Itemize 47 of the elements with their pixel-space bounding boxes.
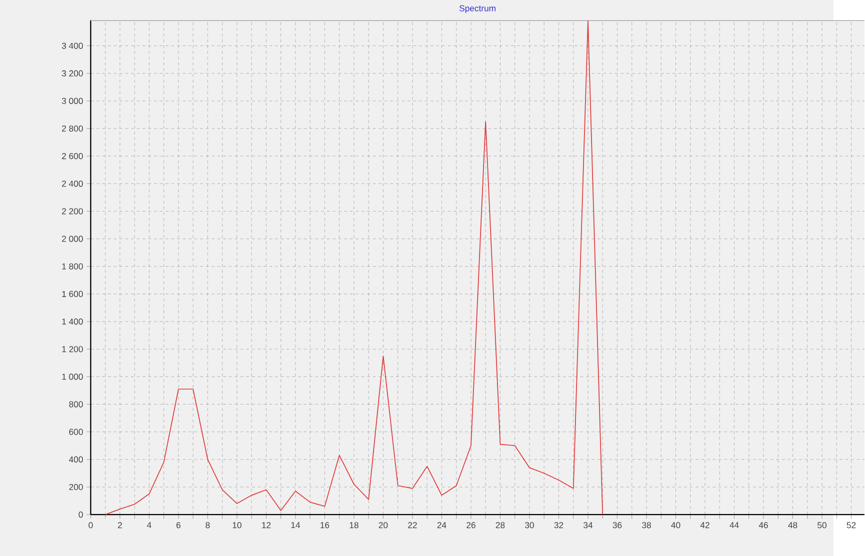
y-tick-label: 1 400 bbox=[62, 318, 83, 325]
y-tick-label: 1 200 bbox=[62, 346, 83, 352]
x-tick-label: 20 bbox=[378, 522, 388, 528]
x-tick-label: 30 bbox=[525, 522, 534, 528]
x-tick-label: 2 bbox=[118, 522, 122, 528]
y-tick-label: 2 200 bbox=[62, 208, 83, 214]
y-tick-label: 2 800 bbox=[62, 125, 83, 132]
x-tick-label: 34 bbox=[584, 522, 593, 528]
y-tick-label: 800 bbox=[69, 401, 83, 408]
x-tick-label: 24 bbox=[437, 522, 446, 528]
x-tick-label: 50 bbox=[818, 522, 826, 528]
x-tick-label: 42 bbox=[700, 522, 710, 528]
y-tick-label: 400 bbox=[68, 456, 83, 463]
x-tick-label: 16 bbox=[320, 522, 330, 528]
x-tick-label: 38 bbox=[642, 522, 651, 528]
line-series bbox=[104, 20, 604, 515]
x-tick-label: 40 bbox=[671, 522, 680, 528]
y-tick-label: 2 600 bbox=[62, 153, 83, 160]
x-tick-label: 14 bbox=[291, 522, 300, 528]
y-tick-label: 2 400 bbox=[62, 180, 83, 187]
x-tick-label: 44 bbox=[730, 522, 739, 528]
x-tick-label: 6 bbox=[176, 522, 180, 528]
x-tick-label: 12 bbox=[262, 522, 271, 528]
x-tick-label: 0 bbox=[88, 522, 93, 528]
x-tick-label: 4 bbox=[146, 522, 152, 528]
x-tick-label: 52 bbox=[846, 522, 856, 528]
y-tick-label: 2 000 bbox=[62, 236, 83, 242]
y-tick-label: 600 bbox=[69, 428, 83, 435]
x-tick-label: 22 bbox=[408, 522, 417, 528]
x-tick-label: 18 bbox=[350, 522, 358, 528]
y-tick-label: 3 000 bbox=[62, 98, 83, 104]
x-tick-label: 28 bbox=[496, 522, 505, 528]
y-tick-label: 3 400 bbox=[62, 42, 83, 49]
chart-title: Spectrum bbox=[459, 5, 496, 14]
x-tick-label: 48 bbox=[788, 522, 798, 528]
y-tick-label: 0 bbox=[78, 512, 83, 518]
y-tick-label: 1 800 bbox=[62, 263, 83, 270]
y-tick-label: 200 bbox=[69, 484, 83, 490]
y-tick-label: 3 200 bbox=[62, 70, 83, 76]
y-tick-label: 1 000 bbox=[62, 374, 83, 380]
x-tick-label: 36 bbox=[612, 522, 622, 528]
x-tick-label: 26 bbox=[466, 522, 476, 528]
y-tick-label: 1 600 bbox=[62, 290, 83, 298]
x-tick-label: 8 bbox=[206, 522, 210, 528]
x-tick-label: 32 bbox=[554, 522, 564, 528]
x-tick-label: 46 bbox=[758, 522, 768, 528]
x-tick-label: 10 bbox=[232, 522, 242, 528]
